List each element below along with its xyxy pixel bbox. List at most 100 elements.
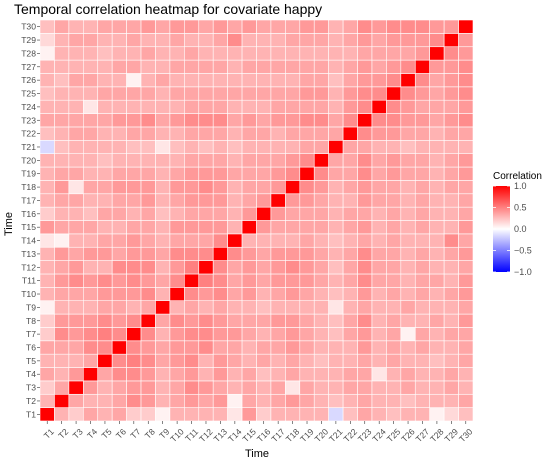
heatmap-cell	[313, 166, 329, 181]
heatmap-cell	[184, 180, 200, 195]
heatmap-cell	[429, 86, 445, 101]
heatmap-cell	[342, 73, 358, 88]
heatmap-cell	[270, 220, 286, 235]
heatmap-cell	[400, 340, 416, 355]
heatmap-cell	[212, 206, 228, 221]
heatmap-cell	[111, 327, 127, 342]
heatmap-cell	[270, 126, 286, 141]
heatmap-cell	[184, 153, 200, 168]
heatmap-cell	[155, 393, 171, 408]
heatmap-cell	[328, 233, 344, 248]
heatmap-cell	[400, 99, 416, 114]
heatmap-cell	[212, 180, 228, 195]
heatmap-cell	[458, 287, 474, 301]
heatmap-cell	[111, 220, 127, 235]
heatmap-cell	[414, 407, 430, 422]
heatmap-cell	[97, 59, 113, 74]
heatmap-cell	[227, 260, 243, 275]
heatmap-cell	[386, 260, 402, 275]
heatmap-cell	[386, 19, 402, 34]
heatmap-cell	[111, 206, 127, 221]
heatmap-cell	[198, 233, 214, 248]
heatmap-cell	[458, 140, 474, 154]
heatmap-cell	[169, 260, 185, 275]
heatmap-cell	[285, 59, 301, 74]
heatmap-cell	[97, 99, 113, 114]
heatmap-cell	[256, 19, 272, 34]
heatmap-cell	[68, 233, 84, 248]
heatmap-cell	[285, 273, 301, 288]
heatmap-cell	[400, 220, 416, 235]
heatmap-cell	[198, 180, 214, 195]
heatmap-cell	[227, 340, 243, 355]
heatmap-cell	[140, 313, 156, 328]
heatmap-cell	[83, 206, 99, 221]
heatmap-cell	[111, 140, 127, 154]
heatmap-cell	[285, 260, 301, 275]
y-tick-label: T9	[26, 302, 36, 312]
heatmap-cell	[414, 380, 430, 395]
x-tick-label: T1	[42, 426, 56, 440]
heatmap-cell	[198, 407, 214, 422]
heatmap-cell	[313, 407, 329, 422]
heatmap-cell	[140, 99, 156, 114]
heatmap-cell	[169, 126, 185, 141]
heatmap-cell	[386, 367, 402, 382]
heatmap-cell	[342, 153, 358, 168]
heatmap-cell	[285, 287, 301, 301]
legend-color-bar	[493, 186, 510, 272]
heatmap-cell	[68, 59, 84, 74]
heatmap-cell	[111, 367, 127, 382]
heatmap-cell	[299, 166, 315, 181]
heatmap-cell	[54, 59, 70, 74]
heatmap-cell	[371, 140, 387, 154]
heatmap-cell	[126, 327, 142, 342]
heatmap-cell	[443, 126, 459, 141]
heatmap-cell	[313, 59, 329, 74]
heatmap-cell	[285, 367, 301, 382]
heatmap-cell	[443, 260, 459, 275]
heatmap-cell	[39, 380, 55, 395]
heatmap-cell	[299, 246, 315, 261]
heatmap-cell	[68, 380, 84, 395]
heatmap-cell	[198, 73, 214, 88]
heatmap-cell	[357, 206, 373, 221]
heatmap-cell	[241, 126, 257, 141]
heatmap-cell	[357, 99, 373, 114]
heatmap-cell	[97, 287, 113, 301]
heatmap-cell	[342, 206, 358, 221]
y-tick-label: T17	[21, 195, 36, 205]
heatmap-cell	[184, 367, 200, 382]
heatmap-cell	[328, 86, 344, 101]
heatmap-cell	[313, 313, 329, 328]
heatmap-cell	[328, 407, 344, 422]
heatmap-cell	[54, 233, 70, 248]
heatmap-cell	[256, 113, 272, 128]
heatmap-cell	[414, 193, 430, 208]
heatmap-cell	[458, 99, 474, 114]
heatmap-cell	[443, 206, 459, 221]
heatmap-cell	[313, 246, 329, 261]
heatmap-cell	[126, 140, 142, 154]
heatmap-cell	[414, 140, 430, 154]
heatmap-cell	[357, 220, 373, 235]
heatmap-cell	[458, 153, 474, 168]
heatmap-cell	[54, 246, 70, 261]
heatmap-cell	[270, 140, 286, 154]
heatmap-cell	[342, 367, 358, 382]
heatmap-cell	[256, 59, 272, 74]
heatmap-cell	[342, 260, 358, 275]
heatmap-cell	[198, 126, 214, 141]
heatmap-cell	[443, 180, 459, 195]
heatmap-cell	[241, 180, 257, 195]
heatmap-cell	[299, 407, 315, 422]
heatmap-cell	[54, 153, 70, 168]
heatmap-cell	[299, 113, 315, 128]
heatmap-cell	[169, 59, 185, 74]
x-tick-label: T5	[99, 426, 113, 440]
heatmap-cell	[371, 340, 387, 355]
heatmap-cell	[299, 99, 315, 114]
heatmap-cell	[140, 246, 156, 261]
heatmap-cell	[256, 166, 272, 181]
heatmap-cell	[184, 340, 200, 355]
